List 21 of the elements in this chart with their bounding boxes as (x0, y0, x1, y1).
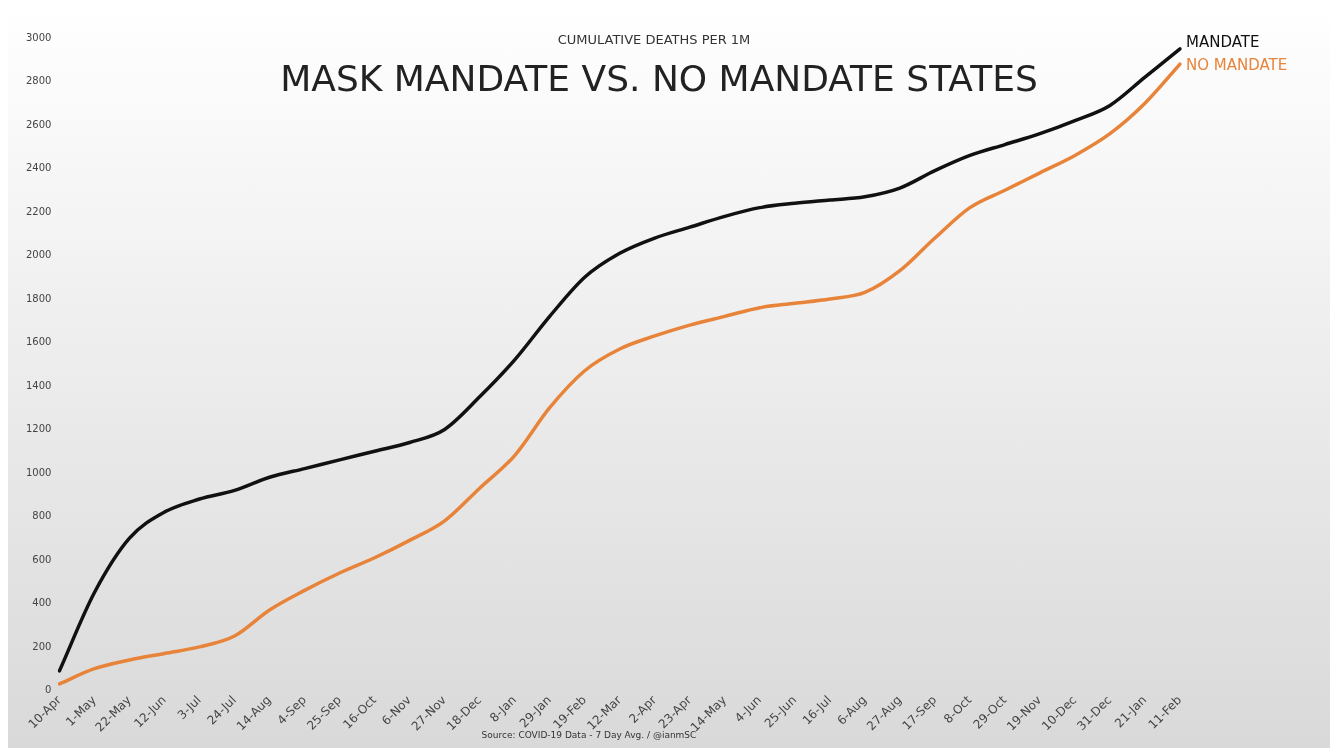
series-label: MANDATE (1186, 32, 1260, 51)
y-tick-label: 800 (32, 510, 52, 522)
y-tick-label: 3000 (26, 31, 52, 43)
y-tick-label: 2400 (26, 162, 52, 174)
chart-subtitle: CUMULATIVE DEATHS PER 1M (557, 32, 751, 47)
y-tick-label: 2800 (26, 75, 52, 87)
y-tick-label: 600 (32, 553, 52, 565)
y-tick-label: 2000 (26, 249, 52, 261)
y-tick-label: 2200 (26, 205, 52, 217)
y-tick-label: 0 (45, 684, 52, 696)
y-tick-label: 1200 (26, 423, 52, 435)
y-tick-label: 2600 (26, 118, 52, 130)
text: MASK MANDATE VS. NO MANDATE STATES (280, 58, 1038, 99)
y-tick-label: 1400 (26, 379, 52, 391)
y-tick-label: 1000 (26, 466, 52, 478)
source-note: Source: COVID-19 Data - 7 Day Avg. / @ianmSC (481, 730, 697, 740)
y-tick-label: 400 (32, 597, 52, 609)
y-tick-label: 1600 (26, 336, 52, 348)
y-tick-label: 200 (32, 640, 52, 652)
y-tick-label: 1800 (26, 292, 52, 304)
series-label: NO MANDATE (1186, 55, 1288, 74)
